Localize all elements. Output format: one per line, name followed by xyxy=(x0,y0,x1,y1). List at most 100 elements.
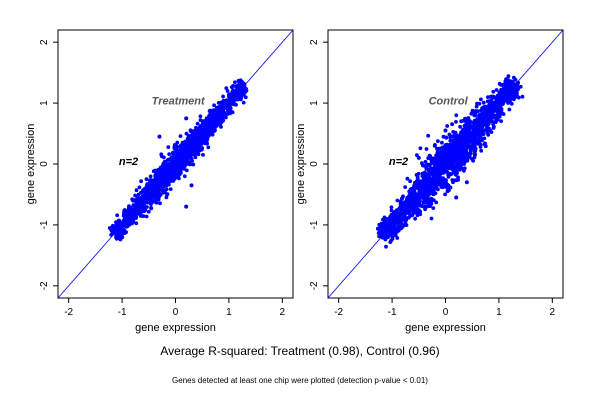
control-data-point xyxy=(476,119,480,124)
control-data-point xyxy=(490,110,495,115)
control-data-point xyxy=(487,126,491,131)
control-data-point xyxy=(451,130,456,134)
treatment-data-point xyxy=(177,176,181,181)
treatment-data-point xyxy=(143,208,148,213)
treatment-data-point xyxy=(220,118,225,123)
treatment-data-point xyxy=(144,214,149,219)
treatment-data-point xyxy=(192,139,197,144)
control-y-tick-label: -1 xyxy=(309,220,320,229)
control-data-point xyxy=(405,176,410,181)
control-data-point xyxy=(485,131,490,135)
treatment-data-point xyxy=(148,174,153,179)
treatment-data-point xyxy=(226,101,231,106)
treatment-data-point xyxy=(241,100,246,105)
treatment-data-point xyxy=(137,185,142,190)
control-y-tick-label: 1 xyxy=(309,100,320,106)
treatment-data-point xyxy=(157,172,162,177)
treatment-data-point xyxy=(196,132,201,137)
treatment-data-point xyxy=(130,211,135,216)
treatment-data-point xyxy=(201,153,205,157)
control-data-point xyxy=(448,165,453,170)
control-data-point xyxy=(459,134,464,138)
treatment-data-point xyxy=(242,82,247,87)
control-data-point xyxy=(387,233,391,237)
control-data-point xyxy=(399,200,404,205)
treatment-x-tick-label: 0 xyxy=(173,307,179,318)
treatment-data-point xyxy=(229,85,234,89)
treatment-data-point xyxy=(177,163,181,168)
treatment-data-point xyxy=(122,217,127,222)
treatment-data-point xyxy=(149,178,153,182)
treatment-data-point xyxy=(117,219,122,224)
control-data-point xyxy=(423,159,428,164)
control-data-point xyxy=(412,194,417,199)
control-data-point xyxy=(448,185,453,190)
treatment-data-point xyxy=(223,103,227,107)
treatment-data-point xyxy=(139,179,144,184)
treatment-data-point xyxy=(158,201,162,206)
treatment-data-point xyxy=(200,131,205,136)
control-data-point xyxy=(429,157,433,162)
treatment-data-point xyxy=(221,94,226,99)
control-x-tick-label: 0 xyxy=(443,307,449,318)
treatment-data-point xyxy=(229,92,234,97)
control-data-point xyxy=(477,113,481,118)
treatment-data-point xyxy=(175,149,180,154)
control-data-point xyxy=(429,198,434,203)
control-data-point xyxy=(467,131,471,136)
control-data-point xyxy=(403,185,408,190)
control-data-point xyxy=(483,141,487,146)
control-data-point xyxy=(419,183,423,188)
treatment-data-point xyxy=(225,112,230,116)
treatment-data-point xyxy=(152,186,157,191)
control-data-point xyxy=(418,189,422,193)
control-data-point xyxy=(443,154,447,159)
control-data-point xyxy=(424,147,429,151)
control-data-point xyxy=(478,142,483,147)
treatment-data-point xyxy=(156,197,161,202)
control-x-tick-label: -2 xyxy=(334,307,343,318)
treatment-data-point xyxy=(210,121,215,126)
control-data-point xyxy=(470,126,475,131)
control-data-point xyxy=(435,160,440,164)
treatment-data-point xyxy=(130,208,135,213)
control-data-point xyxy=(454,166,459,171)
control-data-point xyxy=(431,206,436,211)
control-data-point xyxy=(421,163,425,168)
treatment-data-point xyxy=(178,143,183,148)
treatment-data-point xyxy=(118,237,123,242)
control-data-point xyxy=(464,180,469,185)
treatment-data-point xyxy=(170,174,175,179)
treatment-data-point xyxy=(153,173,158,178)
control-data-point xyxy=(472,122,477,126)
treatment-data-point xyxy=(238,92,243,97)
treatment-y-tick-label: 1 xyxy=(39,100,50,106)
treatment-data-point xyxy=(188,129,193,134)
control-data-point xyxy=(393,233,398,238)
treatment-data-point xyxy=(161,161,166,166)
control-data-point xyxy=(426,185,430,190)
treatment-data-point xyxy=(193,155,198,160)
control-data-point xyxy=(497,101,502,106)
control-data-point xyxy=(482,136,487,141)
treatment-data-point xyxy=(185,142,189,147)
control-data-point xyxy=(432,180,437,184)
control-data-point xyxy=(423,207,427,212)
control-data-point xyxy=(483,115,488,120)
treatment-data-point xyxy=(191,143,196,148)
control-data-point xyxy=(480,120,484,125)
control-data-point xyxy=(435,146,439,151)
treatment-x-tick-label: 1 xyxy=(226,307,232,318)
control-data-point xyxy=(397,211,402,216)
control-data-point xyxy=(426,133,431,138)
control-data-point xyxy=(472,151,477,156)
control-y-tick-label: -2 xyxy=(309,281,320,290)
control-data-point xyxy=(433,191,438,196)
treatment-data-point xyxy=(205,118,210,123)
treatment-data-point xyxy=(167,165,172,170)
control-data-point xyxy=(395,198,400,203)
control-data-point xyxy=(520,94,525,99)
control-data-point xyxy=(444,135,449,140)
treatment-n-annotation: n=2 xyxy=(119,156,138,168)
treatment-data-point xyxy=(206,145,211,150)
